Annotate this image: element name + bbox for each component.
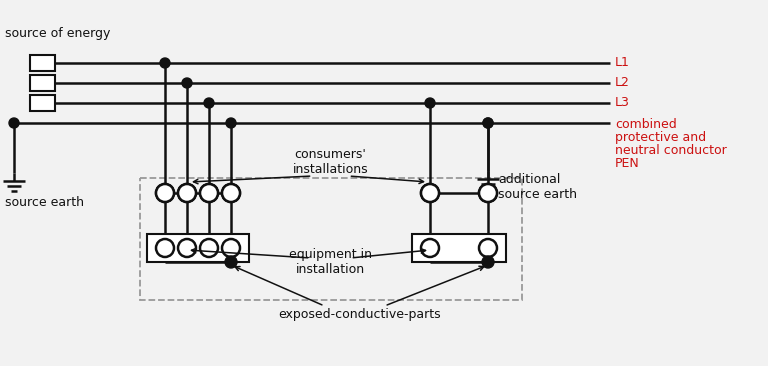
Bar: [30, 95, 55, 111]
Text: source earth: source earth: [5, 196, 84, 209]
Circle shape: [479, 239, 497, 257]
Text: protective and: protective and: [615, 131, 706, 144]
Circle shape: [421, 239, 439, 257]
Circle shape: [479, 184, 497, 202]
Bar: [412, 234, 506, 262]
Text: equipment in
installation: equipment in installation: [289, 248, 372, 276]
Bar: [30, 75, 55, 91]
Circle shape: [222, 239, 240, 257]
Text: L1: L1: [615, 56, 630, 70]
Circle shape: [421, 184, 439, 202]
Circle shape: [156, 239, 174, 257]
Circle shape: [156, 184, 174, 202]
Circle shape: [222, 184, 240, 202]
Circle shape: [200, 184, 218, 202]
Circle shape: [483, 118, 493, 128]
Circle shape: [425, 98, 435, 108]
Text: consumers'
installations: consumers' installations: [293, 148, 369, 176]
Circle shape: [160, 58, 170, 68]
Text: additional
source earth: additional source earth: [498, 173, 577, 201]
Bar: [30, 55, 55, 71]
Text: exposed-conductive-parts: exposed-conductive-parts: [278, 308, 441, 321]
Text: combined: combined: [615, 118, 677, 131]
Circle shape: [200, 184, 218, 202]
Text: source of energy: source of energy: [5, 27, 111, 40]
Bar: [140, 178, 522, 300]
Circle shape: [479, 184, 497, 202]
Circle shape: [226, 118, 236, 128]
Circle shape: [178, 184, 196, 202]
Bar: [147, 234, 249, 262]
Circle shape: [182, 78, 192, 88]
Circle shape: [483, 118, 493, 128]
Text: L3: L3: [615, 97, 630, 109]
Circle shape: [178, 184, 196, 202]
Circle shape: [156, 184, 174, 202]
Circle shape: [482, 256, 494, 268]
Circle shape: [9, 118, 19, 128]
Circle shape: [200, 239, 218, 257]
Circle shape: [225, 256, 237, 268]
Text: PEN: PEN: [615, 157, 640, 170]
Text: neutral conductor: neutral conductor: [615, 144, 727, 157]
Circle shape: [204, 98, 214, 108]
Circle shape: [178, 239, 196, 257]
Text: L2: L2: [615, 76, 630, 90]
Circle shape: [222, 184, 240, 202]
Circle shape: [421, 184, 439, 202]
